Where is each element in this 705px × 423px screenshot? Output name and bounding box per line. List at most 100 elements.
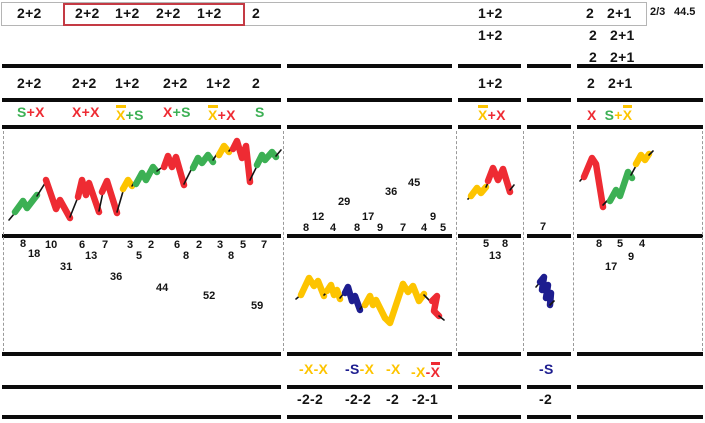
signal-part-overline: X (208, 105, 218, 123)
swing-stroke-red (229, 137, 254, 186)
annotation-number: 44 (156, 282, 169, 294)
swing-stroke-yellow (297, 274, 328, 300)
top-summary-outline-box (1, 2, 647, 26)
annotation-number: 12 (312, 211, 325, 223)
separator-line (577, 98, 703, 102)
signal-part: +X (26, 104, 45, 120)
swing-stroke-yellow (361, 292, 389, 322)
separator-line (458, 98, 521, 102)
count-row-main-token: 2+2 (17, 75, 42, 91)
signal-part: -X (359, 361, 375, 377)
swing-stroke-yellow (467, 183, 490, 200)
swing-stroke-green (189, 151, 217, 172)
signal-part: S (604, 107, 615, 123)
signal-part: -X (411, 364, 426, 380)
swing-stroke-red (42, 176, 74, 222)
separator-line (287, 352, 452, 356)
separator-line (577, 352, 703, 356)
connector-tick-line (438, 315, 445, 321)
signal-part: S (17, 104, 27, 120)
annotation-number: 3 (127, 239, 134, 251)
swing-stroke-yellow (119, 176, 136, 193)
swing-stroke-green (606, 168, 636, 205)
signal-row-token: X+S (116, 104, 144, 124)
swing-stroke-yellow (323, 281, 344, 303)
count-row-top-a-token: 2 (252, 5, 261, 21)
bottom-signal-row-token: -X (386, 361, 401, 378)
count-row-main-token: 1+2 (206, 75, 231, 91)
signal-row-token: X S+X (587, 104, 633, 124)
signal-part: + (614, 107, 623, 123)
count-row-top-a-token: 2+2 (75, 5, 100, 21)
annotation-number: 6 (174, 239, 181, 251)
connector-tick-line (509, 184, 515, 191)
separator-line (2, 352, 281, 356)
annotation-number: 5 (483, 238, 490, 250)
connector-tick-line (249, 165, 258, 181)
separator-line (577, 234, 703, 238)
count-row-top-b-token: 2 (589, 27, 598, 43)
swing-stroke-yellow (632, 150, 653, 168)
annotation-number: 7 (400, 222, 407, 234)
count-row-main-token: 1+2 (115, 75, 140, 91)
separator-line (458, 385, 521, 389)
swing-stroke-red (98, 177, 121, 217)
annotation-number: 29 (338, 196, 351, 208)
count-row-main-token: 2 (252, 75, 261, 91)
separator-line (458, 64, 521, 68)
count-row-top-b-token: 1+2 (478, 27, 503, 43)
signal-part-overline: X (478, 105, 488, 123)
bottom-count-row-token: -2 (386, 391, 400, 407)
separator-line (2, 64, 281, 68)
annotation-number: 2 (148, 239, 155, 251)
annotation-number: 13 (489, 250, 502, 262)
annotation-number: 5 (136, 250, 143, 262)
connector-tick-line (549, 300, 555, 306)
separator-line (527, 234, 571, 238)
annotation-number: 36 (110, 271, 123, 283)
separator-line (577, 385, 703, 389)
annotation-number: 5 (617, 238, 624, 250)
separator-line (287, 64, 452, 68)
separator-line (458, 352, 521, 356)
annotation-number: 13 (85, 250, 98, 262)
count-row-main-token: 1+2 (478, 75, 503, 91)
signal-part: S (255, 104, 265, 120)
signal-part: X (163, 104, 173, 120)
count-row-main-token: 2+2 (163, 75, 188, 91)
annotation-number: 31 (60, 261, 73, 273)
connector-tick-line (69, 196, 79, 218)
bottom-count-row-token: -2 (539, 391, 553, 407)
signal-row-token: X+X (72, 104, 100, 121)
annotation-number: 36 (385, 186, 398, 198)
separator-line (458, 415, 521, 419)
swing-stroke-red (74, 176, 103, 216)
bottom-count-row-token: -2-2 (345, 391, 372, 407)
signal-part-overline: X (622, 105, 633, 123)
count-row-top-a-token: 1+2 (115, 5, 140, 21)
separator-line (458, 125, 521, 129)
annotation-number: 5 (440, 222, 447, 234)
swing-stroke-yellow (399, 280, 428, 305)
swing-stroke-red (580, 154, 607, 211)
swing-stroke-red (484, 164, 514, 196)
signal-row-token: X+S (163, 104, 191, 121)
annotation-number: 45 (408, 177, 421, 189)
annotation-number: 8 (183, 250, 190, 262)
count-row-top-a-token: 1+2 (478, 5, 503, 21)
separator-line (287, 125, 452, 129)
separator-line (2, 234, 281, 238)
separator-line (577, 415, 703, 419)
bottom-signal-row-token: -X-X (411, 361, 441, 381)
annotation-number: 6 (79, 239, 86, 251)
pattern-highlight-box (63, 3, 245, 26)
annotation-number: 8 (502, 238, 509, 250)
separator-line (527, 98, 571, 102)
swing-stroke-red (428, 292, 443, 320)
swing-stroke-yellow (215, 142, 233, 159)
signal-part: +S (125, 107, 144, 123)
signal-row-token: S (255, 104, 265, 121)
separator-line (2, 98, 281, 102)
separator-line (287, 385, 452, 389)
